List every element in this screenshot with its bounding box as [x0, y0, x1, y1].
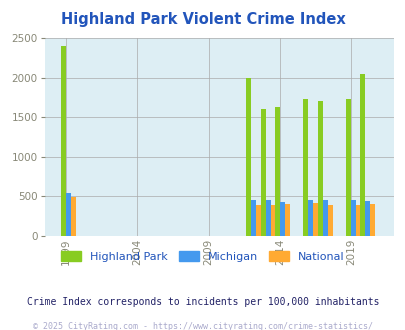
Bar: [327, 205, 332, 236]
Bar: [256, 205, 261, 236]
Bar: [270, 206, 275, 236]
Bar: [284, 204, 289, 236]
Bar: [317, 101, 322, 236]
Bar: [279, 202, 284, 236]
Bar: [350, 200, 355, 236]
Bar: [322, 200, 327, 236]
Text: Highland Park Violent Crime Index: Highland Park Violent Crime Index: [60, 12, 345, 26]
Bar: [313, 204, 318, 236]
Bar: [71, 197, 76, 236]
Text: Crime Index corresponds to incidents per 100,000 inhabitants: Crime Index corresponds to incidents per…: [27, 297, 378, 307]
Bar: [251, 200, 256, 236]
Legend: Highland Park, Michigan, National: Highland Park, Michigan, National: [57, 247, 348, 267]
Bar: [369, 204, 374, 236]
Bar: [265, 200, 270, 236]
Bar: [364, 201, 369, 236]
Bar: [307, 200, 313, 236]
Bar: [274, 107, 279, 236]
Bar: [303, 99, 307, 236]
Bar: [360, 74, 364, 236]
Bar: [66, 193, 71, 236]
Bar: [355, 205, 360, 236]
Bar: [345, 99, 350, 236]
Bar: [260, 109, 265, 236]
Bar: [246, 78, 251, 236]
Bar: [61, 46, 66, 236]
Text: © 2025 CityRating.com - https://www.cityrating.com/crime-statistics/: © 2025 CityRating.com - https://www.city…: [33, 322, 372, 330]
